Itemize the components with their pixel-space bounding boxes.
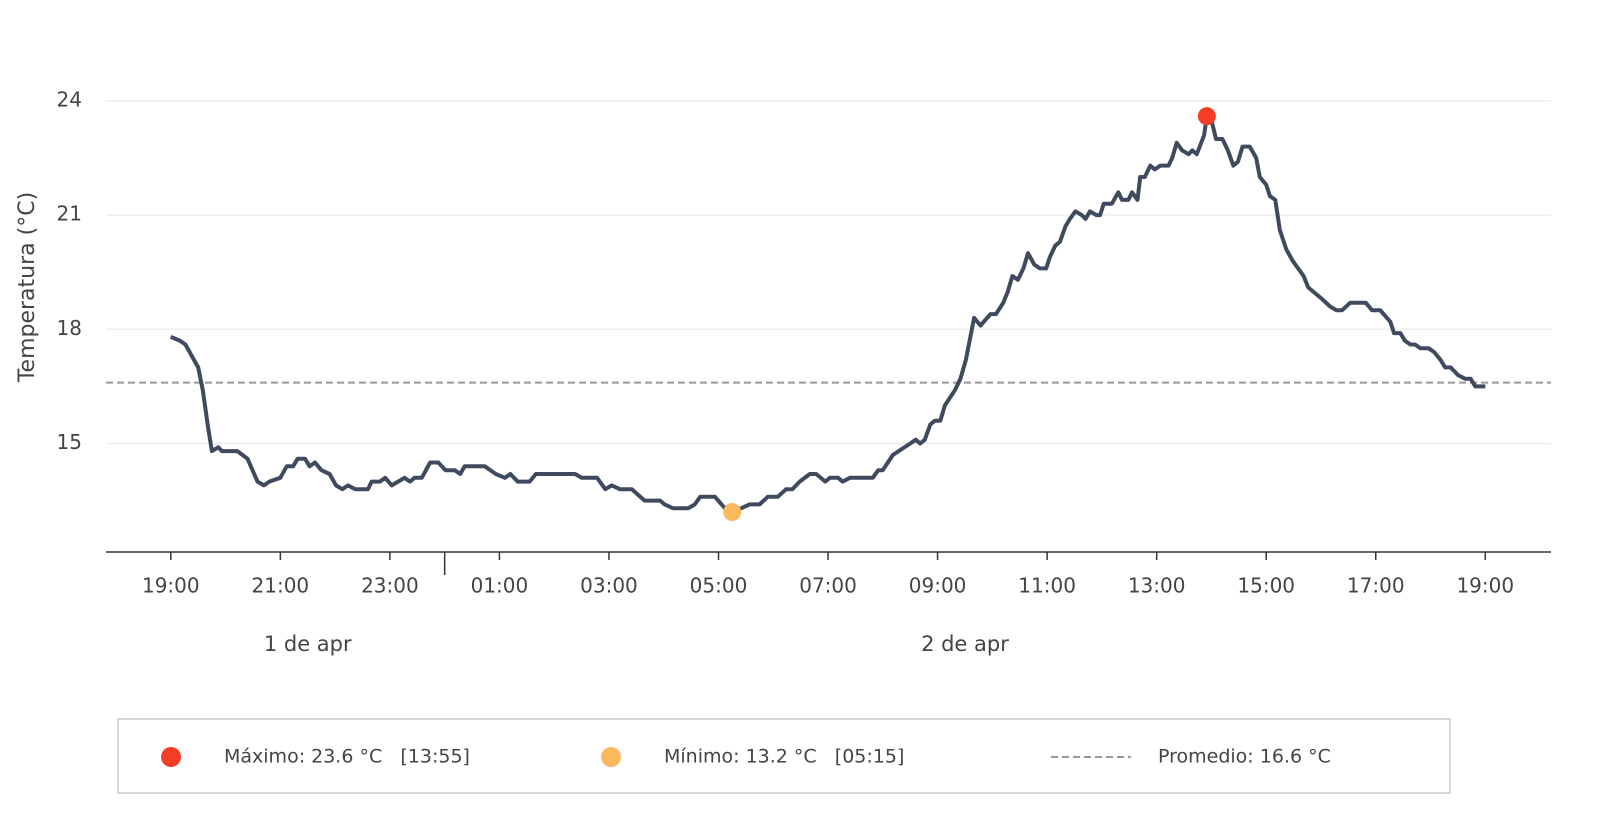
x-tick-label: 17:00 xyxy=(1347,574,1405,598)
x-group-label: 1 de apr xyxy=(264,632,352,656)
legend-marker xyxy=(601,747,621,767)
x-tick-label: 19:00 xyxy=(1456,574,1514,598)
x-tick-label: 03:00 xyxy=(580,574,638,598)
x-tick-label: 07:00 xyxy=(799,574,857,598)
x-tick-label: 01:00 xyxy=(471,574,529,598)
x-group-label: 2 de apr xyxy=(921,632,1009,656)
x-tick-label: 09:00 xyxy=(909,574,967,598)
x-tick-label: 21:00 xyxy=(252,574,310,598)
legend-box xyxy=(117,718,1451,794)
x-tick-label: 15:00 xyxy=(1237,574,1295,598)
x-tick-label: 23:00 xyxy=(361,574,419,598)
extreme-marker xyxy=(1197,107,1216,126)
y-tick-label: 15 xyxy=(57,430,82,454)
temperature-line xyxy=(170,114,1486,514)
x-tick-label: 13:00 xyxy=(1128,574,1186,598)
x-tick-label: 11:00 xyxy=(1018,574,1076,598)
extreme-marker xyxy=(723,503,742,522)
legend-label: Promedio: 16.6 °C xyxy=(1158,746,1331,768)
x-tick-label: 05:00 xyxy=(690,574,748,598)
y-tick-label: 18 xyxy=(57,316,82,340)
legend-label: Máximo: 23.6 °C [13:55] xyxy=(224,746,470,768)
y-tick-label: 24 xyxy=(57,87,82,111)
x-tick-label: 19:00 xyxy=(142,574,200,598)
legend-label: Mínimo: 13.2 °C [05:15] xyxy=(664,746,904,768)
y-tick-label: 21 xyxy=(57,202,82,226)
legend-marker xyxy=(161,747,181,767)
y-axis-label: Temperatura (°C) xyxy=(15,192,40,383)
